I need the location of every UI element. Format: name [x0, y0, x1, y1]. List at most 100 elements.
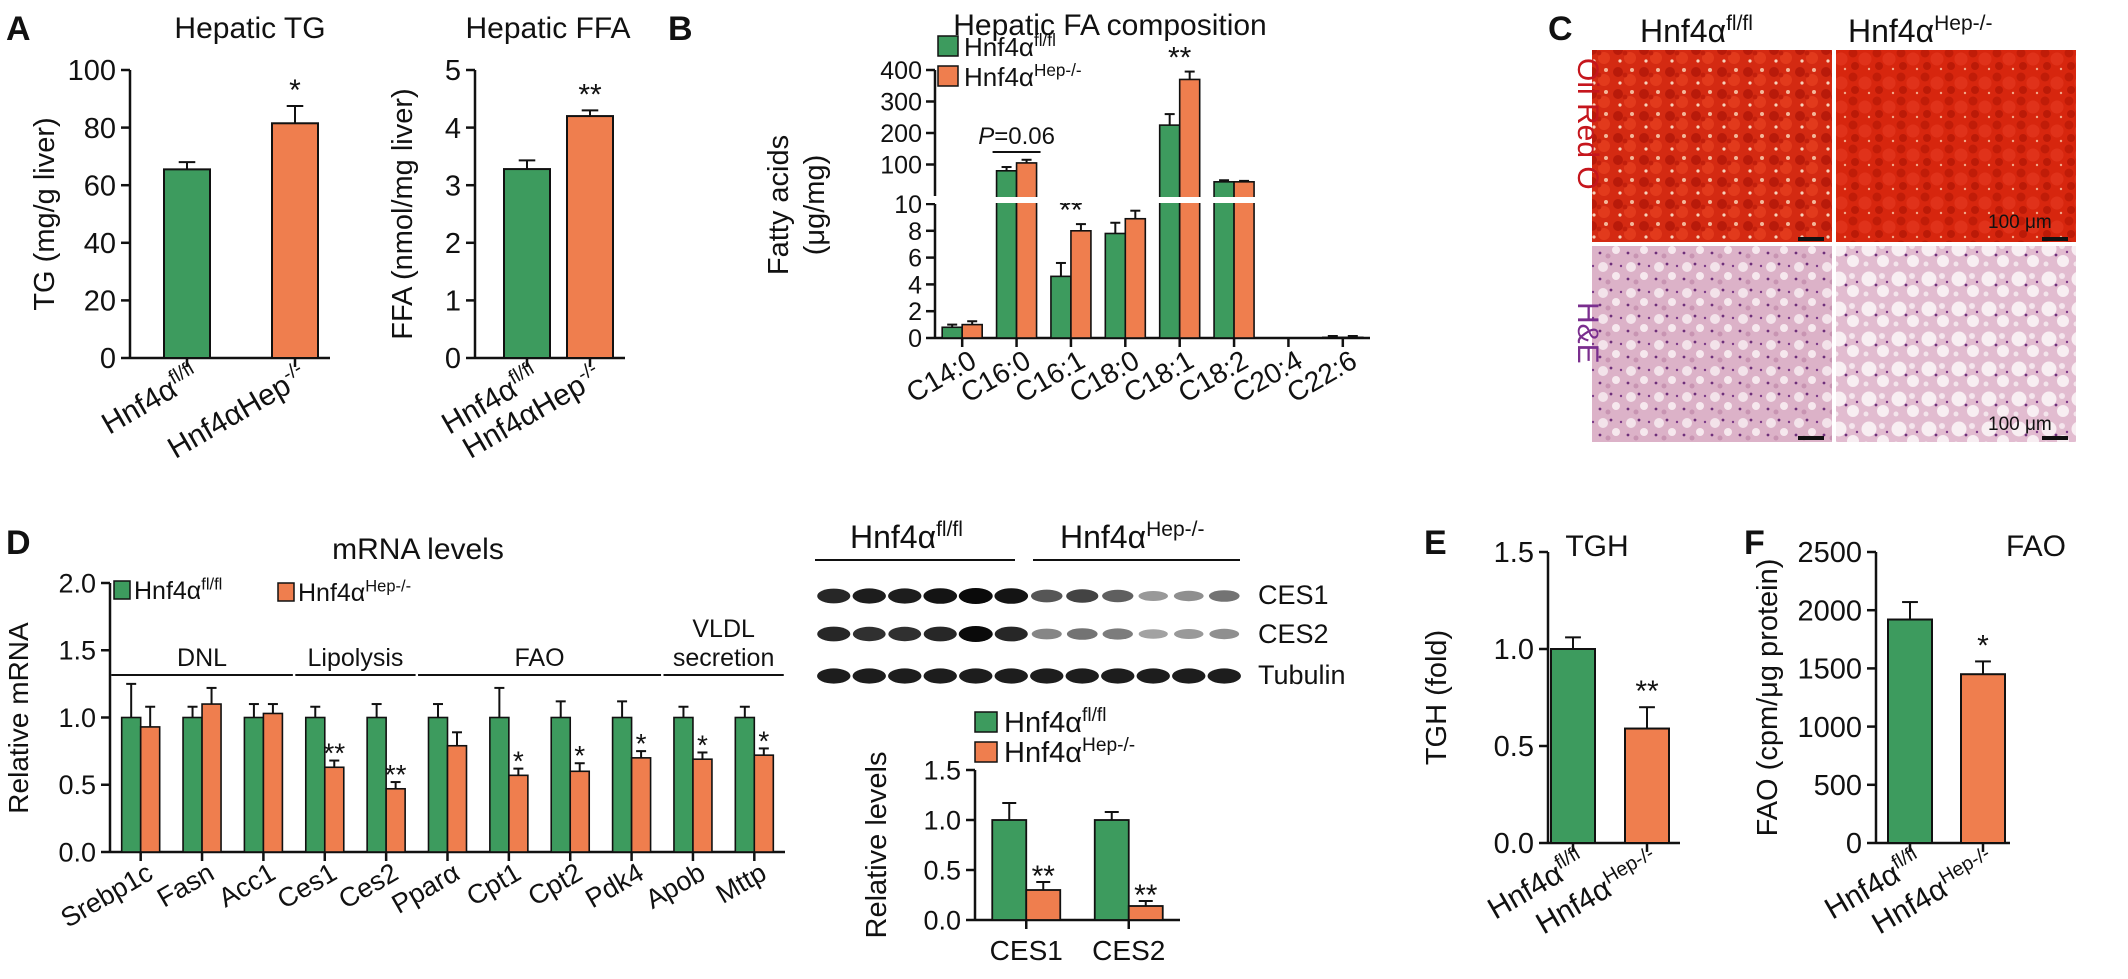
legend-swatch-control: [113, 580, 131, 600]
bar: [941, 326, 963, 339]
bar: [1070, 230, 1092, 339]
y-tick-label: 20: [84, 286, 116, 318]
y-tick-label: 0: [445, 343, 461, 375]
panel-letter-d: D: [6, 524, 31, 562]
header-control-c: Hnf4αfl/fl: [1640, 12, 1753, 49]
blot-band: [923, 626, 957, 642]
bar: [446, 744, 468, 853]
bar: [243, 716, 265, 853]
y-tick-label: 1: [445, 286, 461, 318]
blot-bands: [817, 588, 1241, 684]
bar: [991, 819, 1028, 921]
y-tick-label: 80: [84, 113, 116, 145]
legend-swatch-control: [974, 711, 998, 733]
y-tick-label: 2.0: [58, 568, 96, 598]
x-tick-label: Fasn: [152, 857, 219, 913]
scale-label: 100 μm: [1988, 414, 2052, 435]
bar: [753, 754, 775, 853]
scale-label: 100 μm: [1988, 212, 2052, 233]
y-tick-label: 6: [908, 245, 922, 273]
bar: [1093, 819, 1130, 921]
bar: [630, 757, 652, 853]
bar: [262, 712, 284, 853]
bar: [550, 716, 572, 853]
y-tick-label: 0.5: [1494, 731, 1534, 763]
group-label: VLDL: [692, 615, 755, 643]
significance-marker: *: [513, 746, 524, 777]
header-knockout-c: Hnf4αHep-/-: [1848, 12, 1992, 49]
band-label-ces2: CES2: [1258, 619, 1329, 649]
blot-band: [817, 588, 851, 604]
bar: [611, 716, 633, 853]
x-tick-label: CES1: [990, 935, 1063, 966]
y-tick-label: 2: [908, 298, 922, 326]
y-tick-label: 500: [1814, 770, 1862, 802]
micrograph-he-control: [1592, 246, 1832, 442]
bar: [201, 703, 222, 853]
blot-band: [1066, 628, 1098, 640]
significance-marker: *: [289, 74, 301, 107]
bar: [692, 758, 713, 853]
blot-band: [1172, 668, 1206, 684]
bar: [995, 170, 1018, 339]
bar: [366, 716, 387, 853]
blot-band: [888, 588, 922, 604]
svg-text:Hnf4αHep-/-: Hnf4αHep-/-: [1060, 518, 1204, 555]
y-tick-label: 0: [908, 325, 922, 353]
bar: [1025, 889, 1062, 921]
significance-marker: *: [574, 740, 585, 771]
group-label: secretion: [673, 644, 774, 672]
y-tick-label: 0: [100, 343, 116, 375]
bar: [139, 726, 161, 853]
significance-marker: **: [323, 738, 345, 769]
x-tick-label: Cpt2: [523, 857, 587, 912]
y-tick-label: 0.0: [923, 905, 961, 935]
y-tick-label: 0.5: [58, 770, 96, 800]
panel-c-micrographs: Hnf4αfl/fl Hnf4αHep-/- 100 μm 100 μm Oil…: [1571, 12, 2076, 442]
blot-band: [1138, 591, 1168, 601]
blot-band: [958, 626, 993, 642]
svg-text:Hnf4αHep-/-: Hnf4αHep-/-: [1848, 12, 1992, 49]
blot-band: [1174, 629, 1204, 639]
blot-header-control: Hnf4αfl/fl: [850, 518, 963, 555]
bar: [1233, 181, 1255, 339]
legend-swatch-control: [937, 35, 959, 57]
y-tick-label: 2: [445, 228, 461, 260]
y-axis-label: TG (mg/g liver): [29, 117, 61, 310]
chart-fao: FAO FAO (cpm/μg protein) 0 500 1000 1500 2000 2…: [1752, 530, 2066, 941]
legend-label-control: Hnf4αfl/fl: [134, 576, 222, 606]
blot-band: [817, 626, 851, 642]
blot-band: [1031, 628, 1062, 640]
panel-letter-a: A: [6, 10, 31, 48]
bar: [427, 716, 449, 853]
legend-swatch-knockout: [937, 65, 959, 87]
chart-relative-levels: Relative levels 0.0 0.5 1.0 1.5 ** CES1 ** CES2 H…: [861, 705, 1180, 966]
blot-band: [1102, 628, 1133, 640]
blot-band: [1101, 668, 1135, 684]
chart-fa-composition: Hepatic FA composition Fatty acids (μg/mg)…: [763, 9, 1370, 409]
bar: [1624, 727, 1670, 844]
bar: [1050, 275, 1072, 339]
y-tick-label: 10: [894, 191, 922, 219]
axis-break: [923, 197, 1370, 203]
y-axis-label: FFA (nmol/mg liver): [387, 88, 419, 339]
oil-red-o-label: Oil Red O: [1571, 58, 1604, 190]
bar: [566, 115, 614, 359]
legend-label-knockout: Hnf4αHep-/-: [964, 60, 1082, 92]
scale-bar: [1798, 436, 1824, 440]
y-axis-label: Fatty acids: [763, 135, 795, 275]
legend-label-knockout: Hnf4αHep-/-: [1004, 735, 1135, 769]
blot-band: [888, 626, 922, 642]
y-tick-label: 0.5: [923, 855, 961, 885]
blot-band: [852, 668, 886, 684]
bar: [271, 122, 319, 359]
significance-marker: **: [1635, 675, 1659, 708]
blot-band: [852, 626, 886, 642]
blot-band: [888, 668, 922, 684]
bar: [569, 770, 591, 853]
significance-marker: *: [1977, 629, 1989, 662]
western-blot: Hnf4αfl/fl Hnf4αHep-/- CES1 CES2 Tubulin: [815, 518, 1346, 690]
